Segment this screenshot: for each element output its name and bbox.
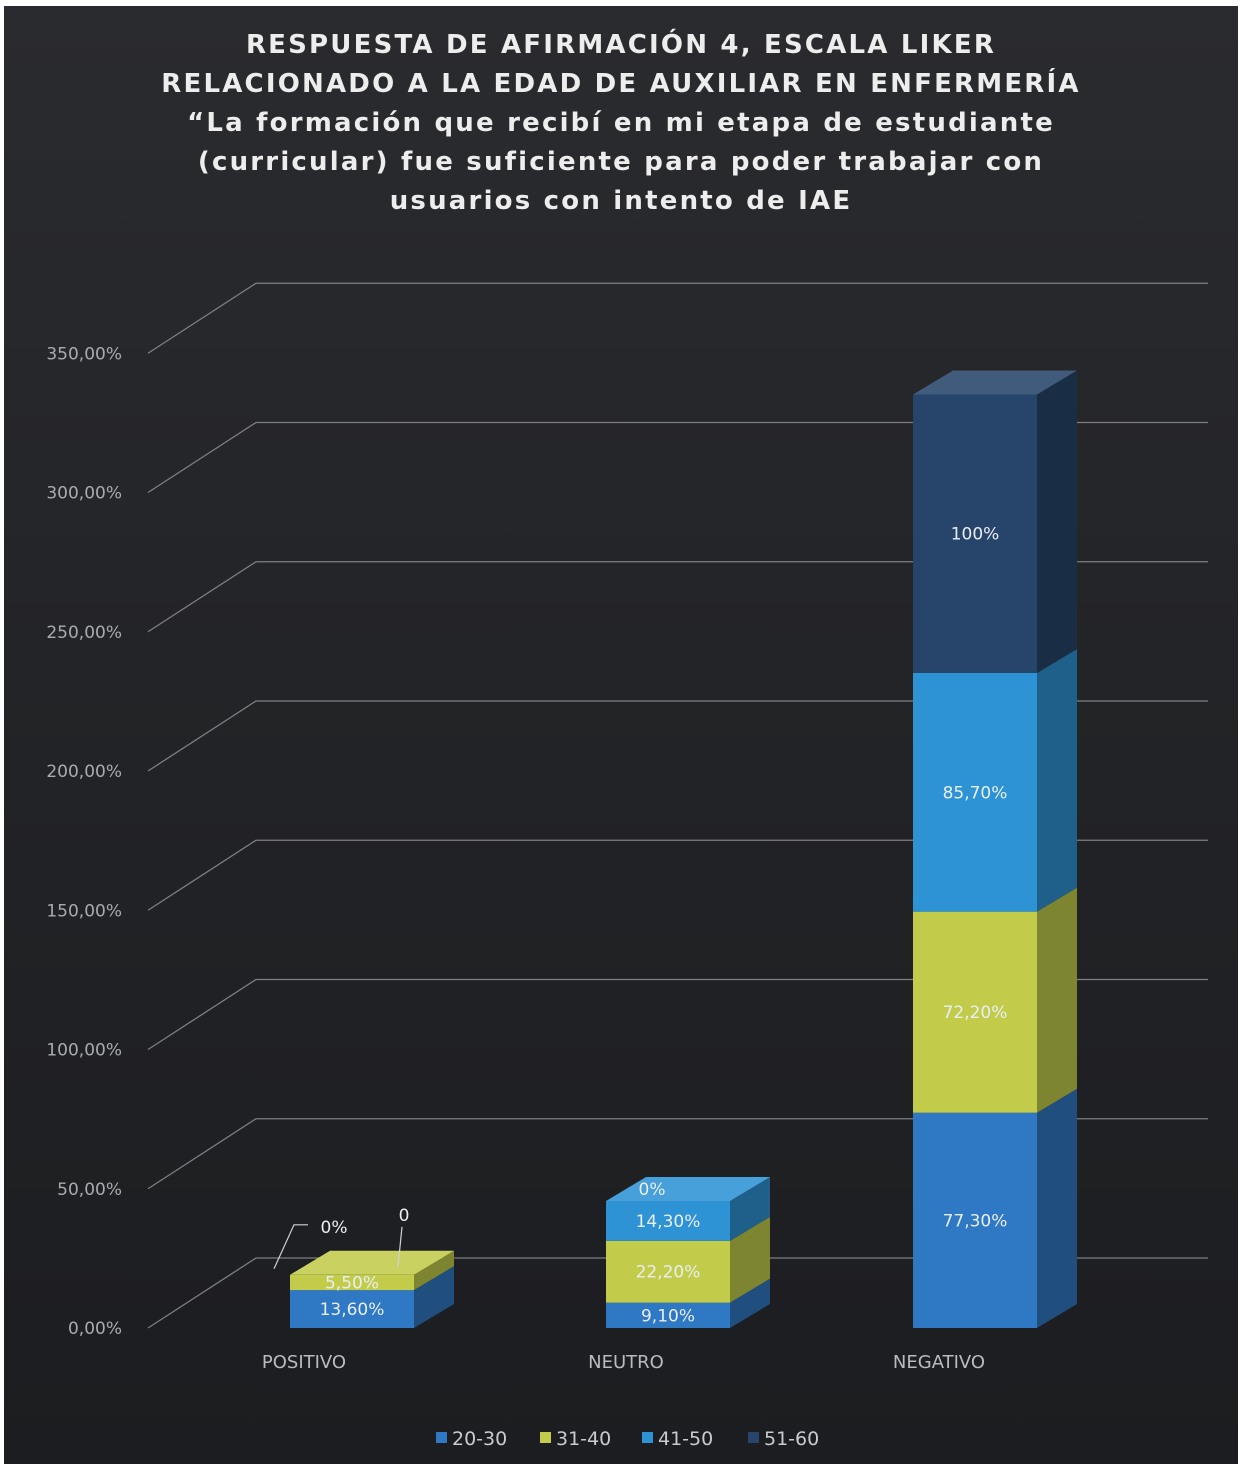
data-label: 0% [321,1218,348,1238]
y-axis-ticks: 0,00% 50,00% 100,00% 150,00% 200,00% 250,00% 3… [46,344,122,1339]
data-label: 0% [639,1180,666,1200]
bar-segment [606,1177,770,1241]
data-label: 5,50% [325,1273,379,1293]
legend: 20-30 31-40 41-50 51-60 [436,1428,819,1450]
legend-item: 51-60 [748,1428,819,1450]
y-tick-label: 200,00% [46,762,122,782]
title-line-5: usuarios con intento de IAE [389,186,853,216]
title-line-1: RESPUESTA DE AFIRMACIÓN 4, ESCALA LIKER [245,30,997,60]
data-label: 22,20% [636,1263,701,1283]
y-tick-label: 150,00% [46,901,122,921]
gridline [147,1118,1208,1190]
data-label: 13,60% [320,1300,385,1320]
y-tick-label: 50,00% [57,1180,122,1200]
bar-top [290,1250,454,1275]
data-labels: 13,60% 5,50% 0% 0 9,10% 22,20% 14,30% 0% 77,30% 7… [273,525,1008,1326]
gridline [147,1257,1208,1329]
bar-stack-negativo [913,370,1077,1328]
bar-segment [606,1278,770,1328]
bar-segment [290,1266,454,1328]
bar-segment [913,1088,1077,1328]
chart-title: RESPUESTA DE AFIRMACIÓN 4, ESCALA LIKER … [0,26,1242,221]
leader-line [273,1224,308,1270]
bar-segment [290,1250,454,1291]
bar-segment [913,887,1077,1113]
leader-line [397,1226,403,1267]
x-axis-categories: POSITIVO NEUTRO NEGATIVO [262,1352,985,1373]
legend-label: 51-60 [764,1428,819,1450]
x-category-label: POSITIVO [262,1352,346,1373]
data-label: 77,30% [943,1211,1008,1231]
title-line-3: “La formación que recibí en mi etapa de … [187,108,1055,138]
data-label: 9,10% [641,1306,695,1326]
bar-segment [913,370,1077,673]
title-line-2: RELACIONADO A LA EDAD DE AUXILIAR EN ENF… [161,69,1081,99]
gridline [147,561,1208,633]
bar-segment [606,1216,770,1303]
bar-segment [913,648,1077,912]
data-label: 72,20% [943,1003,1008,1023]
bar-stack-neutro [606,1177,770,1328]
x-category-label: NEGATIVO [893,1352,985,1373]
x-category-label: NEUTRO [588,1352,664,1373]
y-tick-label: 300,00% [46,484,122,504]
gridline [147,421,1208,494]
legend-item: 41-50 [642,1428,713,1450]
legend-swatch [642,1432,653,1443]
data-label: 85,70% [943,783,1008,803]
gridline [147,839,1208,911]
legend-label: 41-50 [658,1428,713,1450]
data-label: 100% [951,525,1000,545]
y-tick-label: 350,00% [46,344,122,364]
legend-item: 31-40 [540,1428,611,1450]
data-label: 14,30% [636,1212,701,1232]
data-label: 0 [399,1206,410,1226]
y-tick-label: 100,00% [46,1041,122,1061]
y-tick-label: 250,00% [46,623,122,643]
legend-label: 20-30 [452,1428,507,1450]
bar-top [606,1177,770,1202]
gridline [147,978,1208,1051]
gridlines [147,282,1208,1329]
legend-label: 31-40 [556,1428,611,1450]
title-line-4: (curricular) fue suficiente para poder t… [197,147,1045,177]
y-tick-label: 0,00% [68,1319,122,1339]
gridline [147,282,1208,354]
legend-swatch [436,1432,447,1443]
gridline [147,700,1208,772]
bar-stack-positivo [290,1250,454,1328]
legend-swatch [540,1432,551,1443]
legend-item: 20-30 [436,1428,507,1450]
bar-top [913,370,1077,395]
bars [290,370,1077,1328]
legend-swatch [748,1432,759,1443]
